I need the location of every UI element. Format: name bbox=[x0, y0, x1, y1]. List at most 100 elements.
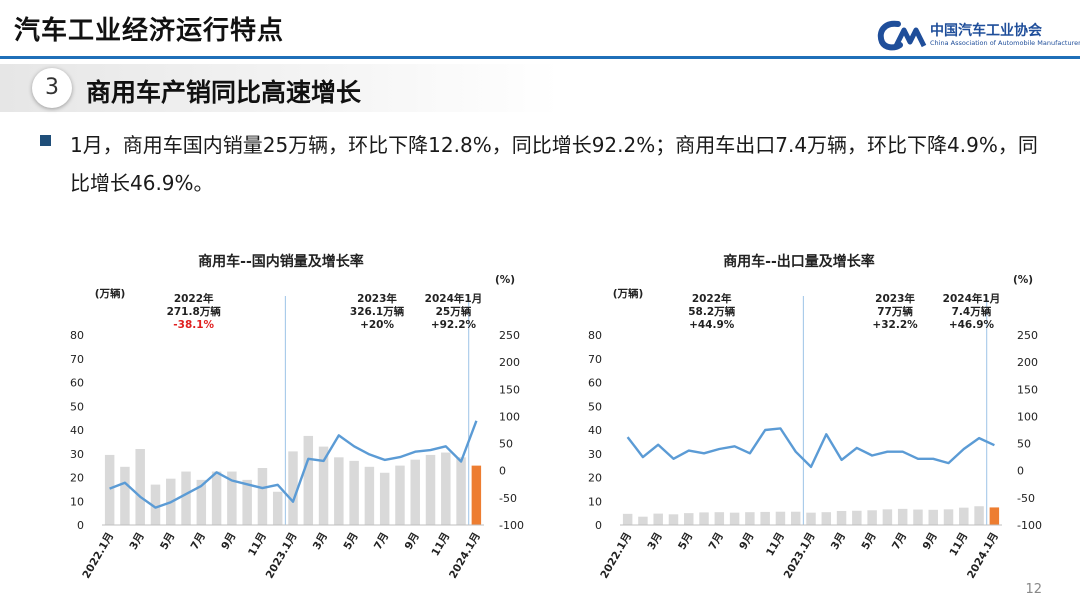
bar bbox=[227, 471, 237, 525]
bar bbox=[699, 512, 709, 525]
x-tick-label: 5月 bbox=[859, 531, 878, 552]
x-tick-label: 9月 bbox=[921, 531, 940, 552]
bar bbox=[410, 459, 420, 525]
x-tick-label: 3月 bbox=[311, 531, 330, 552]
x-tick-label: 7月 bbox=[189, 531, 208, 552]
x-tick-label: 3月 bbox=[127, 531, 146, 552]
bar bbox=[318, 446, 329, 525]
x-tick-label: 5月 bbox=[158, 531, 177, 552]
bar bbox=[653, 513, 663, 525]
bar bbox=[349, 460, 359, 525]
bar bbox=[334, 457, 344, 525]
annotation-year: 2022年 bbox=[174, 292, 214, 305]
x-tick-label: 11月 bbox=[764, 531, 787, 559]
x-tick-label: 9月 bbox=[737, 531, 756, 552]
y2-tick-label: 250 bbox=[499, 329, 520, 342]
y2-tick-label: 50 bbox=[1017, 438, 1031, 451]
bar bbox=[745, 512, 755, 525]
right-axis-unit: (%) bbox=[1013, 274, 1033, 286]
bar bbox=[729, 512, 740, 525]
bar bbox=[120, 466, 130, 525]
caam-logo-icon bbox=[877, 20, 927, 51]
y2-tick-label: -50 bbox=[499, 492, 517, 505]
y2-tick-label: 150 bbox=[1017, 383, 1038, 396]
y2-tick-label: 0 bbox=[499, 465, 506, 478]
highlight-bar bbox=[471, 465, 482, 525]
bar bbox=[242, 479, 252, 525]
y-tick-label: 40 bbox=[70, 424, 84, 437]
section-banner bbox=[0, 64, 560, 112]
y2-tick-label: 200 bbox=[1017, 356, 1038, 369]
bar bbox=[104, 454, 115, 525]
logo-name-en: China Association of Automobile Manufact… bbox=[930, 39, 1080, 47]
bar bbox=[760, 511, 770, 525]
annotation-value: 58.2万辆 bbox=[688, 305, 735, 318]
y-tick-label: 60 bbox=[70, 377, 84, 390]
annotation-year: 2024年1月 bbox=[425, 292, 483, 305]
growth-rate-line bbox=[109, 420, 478, 509]
y-tick-label: 50 bbox=[70, 400, 84, 413]
y2-tick-label: 150 bbox=[499, 383, 520, 396]
annotation-year: 2022年 bbox=[692, 292, 732, 305]
bar bbox=[150, 484, 161, 525]
x-tick-label: 3月 bbox=[829, 531, 848, 552]
bar bbox=[821, 512, 832, 525]
y-tick-label: 40 bbox=[588, 424, 602, 437]
annotation-year: 2023年 bbox=[357, 292, 397, 305]
header-divider bbox=[0, 56, 1080, 59]
annotation-value: 77万辆 bbox=[877, 305, 913, 318]
x-tick-label: 7月 bbox=[707, 531, 726, 552]
bar bbox=[425, 454, 436, 525]
left-axis-unit: (万辆) bbox=[613, 287, 644, 300]
annotation-year: 2024年1月 bbox=[943, 292, 1001, 305]
y-tick-label: 0 bbox=[77, 519, 84, 532]
x-tick-label: 2022.1月 bbox=[80, 531, 116, 581]
bar bbox=[775, 511, 786, 525]
bar bbox=[272, 491, 283, 525]
x-tick-label: 11月 bbox=[947, 531, 970, 559]
y-tick-label: 20 bbox=[70, 472, 84, 485]
x-tick-label: 3月 bbox=[645, 531, 664, 552]
chart-title: 商用车--出口量及增长率 bbox=[723, 253, 875, 270]
annotation-value: 326.1万辆 bbox=[350, 305, 405, 318]
y-tick-label: 80 bbox=[588, 329, 602, 342]
y-tick-label: 70 bbox=[588, 353, 602, 366]
bar bbox=[622, 513, 633, 525]
x-tick-label: 9月 bbox=[403, 531, 422, 552]
annotation-growth: +32.2% bbox=[872, 319, 918, 331]
bar bbox=[196, 479, 207, 525]
section-number: 3 bbox=[32, 68, 72, 108]
y2-tick-label: 100 bbox=[1017, 410, 1038, 423]
y-tick-label: 20 bbox=[588, 472, 602, 485]
highlight-bar bbox=[989, 507, 1000, 525]
bar bbox=[303, 435, 314, 525]
bar bbox=[852, 510, 862, 525]
y-tick-label: 80 bbox=[70, 329, 84, 342]
x-tick-label: 7月 bbox=[372, 531, 391, 552]
logo-name-cn: 中国汽车工业协会 bbox=[930, 23, 1042, 39]
section-title: 商用车产销同比高速增长 bbox=[86, 78, 362, 107]
x-tick-label: 5月 bbox=[676, 531, 695, 552]
annotation-value: 271.8万辆 bbox=[167, 305, 222, 318]
y-tick-label: 0 bbox=[595, 519, 602, 532]
x-tick-label: 2022.1月 bbox=[598, 531, 634, 581]
header: 汽车工业经济运行特点 中国汽车工业协会 China Association of… bbox=[0, 0, 1080, 56]
y2-tick-label: -100 bbox=[499, 519, 524, 532]
y2-tick-label: 200 bbox=[499, 356, 520, 369]
x-tick-label: 5月 bbox=[341, 531, 360, 552]
y-tick-label: 30 bbox=[588, 448, 602, 461]
x-tick-label: 2024.1月 bbox=[447, 531, 483, 581]
bar bbox=[790, 511, 801, 525]
page-title: 汽车工业经济运行特点 bbox=[14, 16, 285, 46]
right-axis-unit: (%) bbox=[495, 274, 515, 286]
bar bbox=[913, 509, 923, 525]
annotation-growth: -38.1% bbox=[173, 319, 214, 331]
bar bbox=[806, 512, 816, 525]
y2-tick-label: 50 bbox=[499, 438, 513, 451]
y2-tick-label: 0 bbox=[1017, 465, 1024, 478]
x-tick-label: 11月 bbox=[246, 531, 269, 559]
bullet-text: 1月，商用车国内销量25万辆，环比下降12.8%，同比增长92.2%；商用车出口… bbox=[70, 133, 1038, 195]
x-tick-label: 2023.1月 bbox=[782, 531, 818, 581]
bar bbox=[379, 472, 390, 525]
y2-tick-label: -100 bbox=[1017, 519, 1042, 532]
